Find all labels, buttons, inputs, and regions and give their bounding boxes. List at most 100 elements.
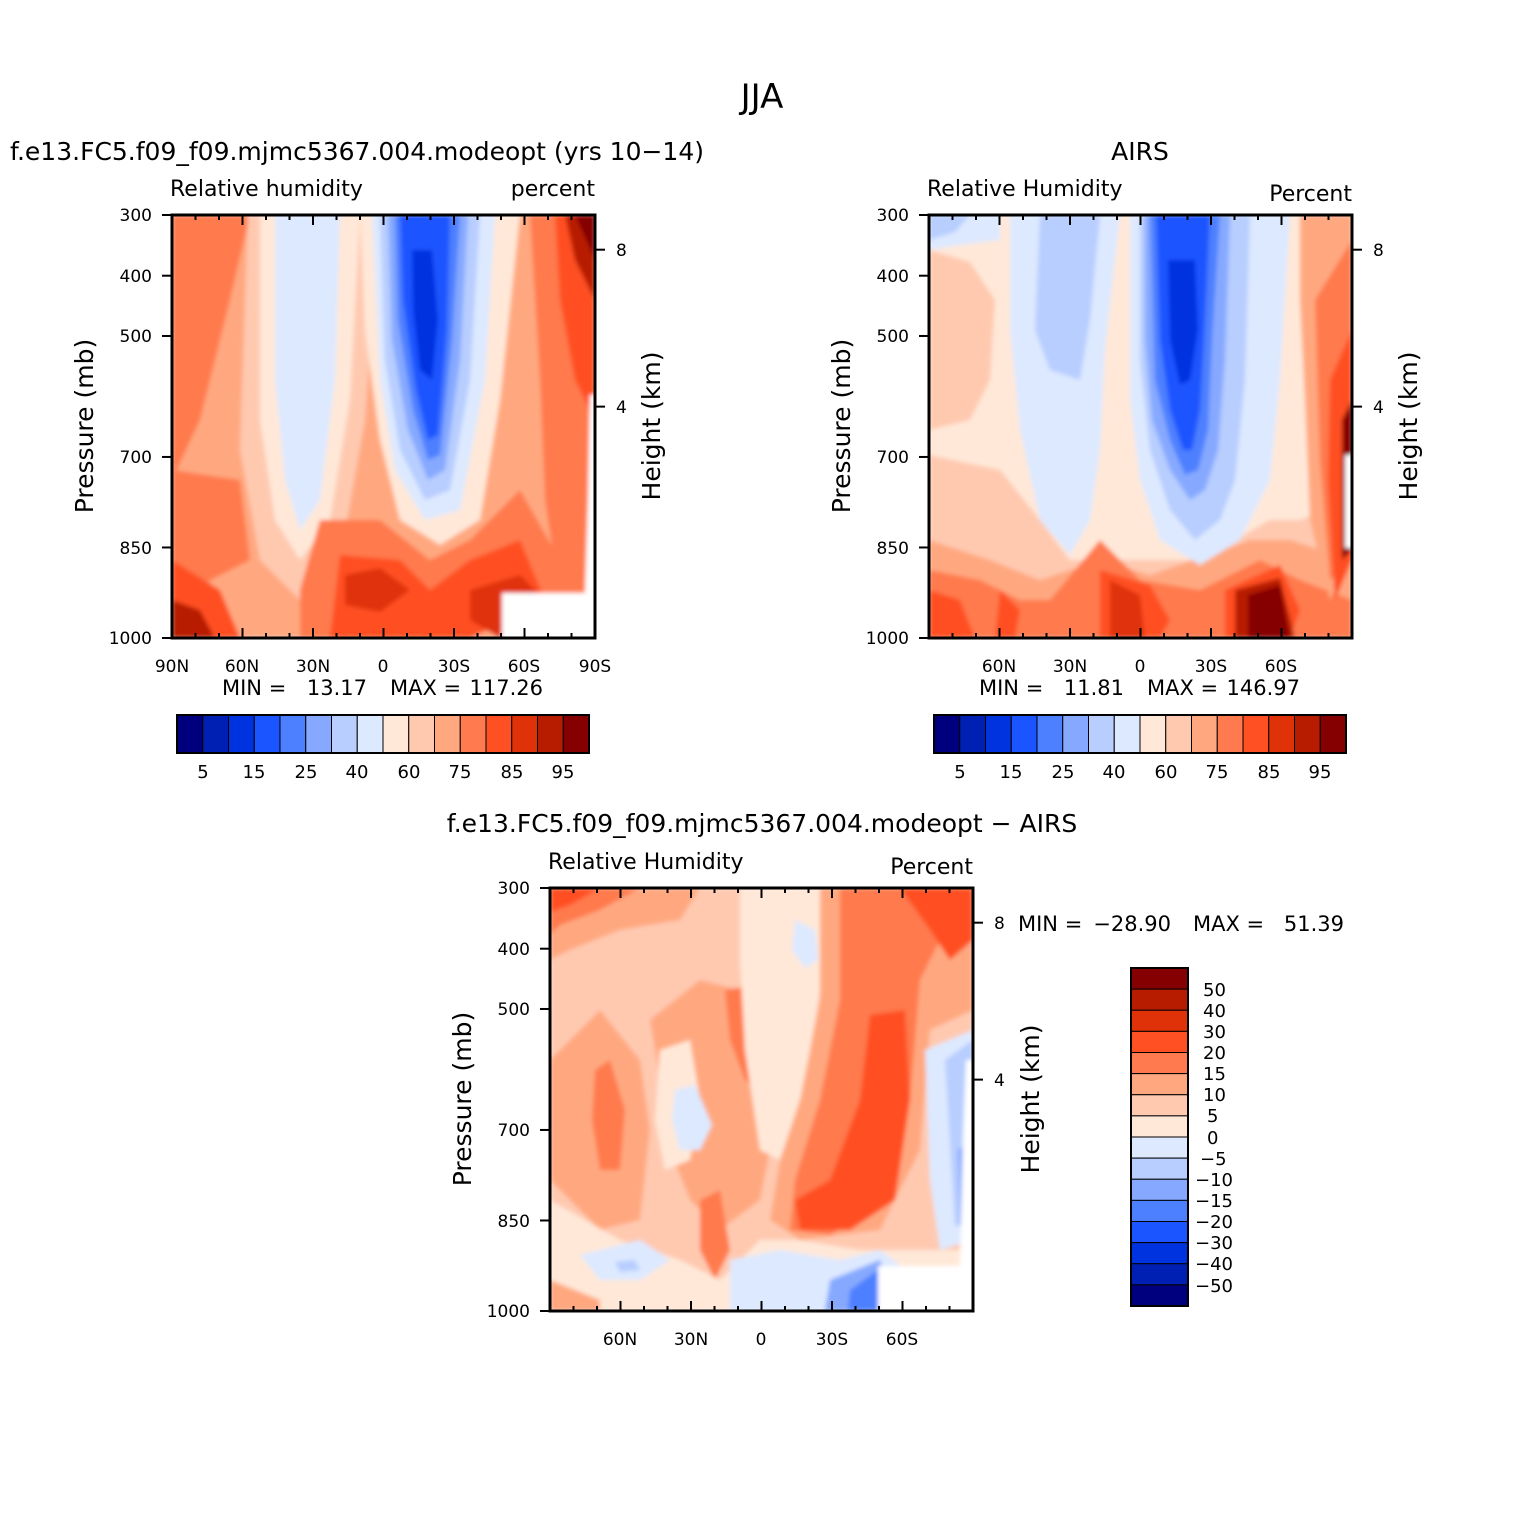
y-tick-label: 300	[877, 206, 909, 226]
panel-diff-y-ticks: 300 400 500 700 850 1000	[487, 879, 530, 1322]
panel-diff-title: f.e13.FC5.f09_f09.mjmc5367.004.modeopt −…	[447, 809, 1077, 838]
max-label: MAX =	[1147, 676, 1218, 700]
x-tick-label: 60N	[603, 1330, 637, 1350]
panel-airs-contours	[929, 215, 1352, 638]
panel-airs-y-ticks: 300 400 500 700 850 1000	[866, 206, 909, 649]
colorbar-swatch	[1113, 714, 1141, 754]
colorbar-label: 5	[197, 762, 208, 783]
y-tick-label: 850	[498, 1212, 530, 1232]
panel-diff: f.e13.FC5.f09_f09.mjmc5367.004.modeopt −…	[447, 809, 1344, 1350]
colorbar-label: 60	[1155, 762, 1178, 783]
colorbar-swatch	[1130, 1052, 1189, 1075]
panel-model-right-label: percent	[511, 177, 596, 202]
colorbar-label: 40	[346, 762, 369, 783]
colorbar-swatch	[1130, 1157, 1189, 1180]
colorbar-swatch	[1130, 967, 1189, 990]
x-tick-label: 90S	[579, 657, 611, 677]
colorbar-swatch	[1130, 1284, 1189, 1307]
panel-model-contours	[172, 215, 595, 638]
colorbar-swatch	[933, 714, 961, 754]
panel-model-left-label: Relative humidity	[170, 177, 363, 202]
y-tick-label: 700	[877, 448, 909, 468]
colorbar-frame	[176, 714, 590, 754]
panel-diff-contours	[550, 888, 973, 1311]
colorbar-swatch	[1130, 1221, 1189, 1244]
colorbar-swatch	[1130, 1136, 1189, 1159]
colorbar-swatch	[1130, 1009, 1189, 1032]
max-label: MAX =	[1193, 912, 1264, 936]
y-right-tick-label: 4	[1373, 398, 1384, 418]
y-tick-label: 500	[877, 327, 909, 347]
x-tick-label: 30S	[438, 657, 470, 677]
colorbar-swatch	[959, 714, 986, 754]
colorbar-swatch	[305, 714, 332, 754]
panel-model-ylabel: Pressure (mb)	[70, 339, 99, 513]
colorbar-swatch	[356, 714, 384, 754]
y-tick-label: 500	[120, 327, 152, 347]
colorbar-label: 0	[1207, 1128, 1218, 1149]
x-tick-label: 60S	[508, 657, 540, 677]
y-right-tick-label: 4	[616, 398, 627, 418]
colorbar-label: −15	[1195, 1191, 1233, 1212]
colorbar-label: 20	[1203, 1043, 1226, 1064]
panel-airs-ylabel-right: Height (km)	[1394, 352, 1423, 501]
panel-model-title: f.e13.FC5.f09_f09.mjmc5367.004.modeopt (…	[10, 137, 704, 166]
x-tick-label: 0	[1135, 657, 1146, 677]
colorbar-swatch	[434, 714, 461, 754]
x-tick-label: 60S	[886, 1330, 918, 1350]
colorbar-swatch	[253, 714, 281, 754]
y-tick-label: 700	[498, 1121, 530, 1141]
panel-diff-colorbar	[1130, 967, 1189, 1307]
colorbar-label: 85	[501, 762, 524, 783]
x-tick-label: 30N	[296, 657, 330, 677]
panel-airs-minmax: MIN = 11.81 MAX = 146.97	[979, 676, 1300, 700]
y-tick-label: 400	[120, 267, 152, 287]
colorbar-label: 40	[1203, 1001, 1226, 1022]
panel-airs-title: AIRS	[1111, 137, 1169, 166]
colorbar-label: −50	[1195, 1276, 1233, 1297]
colorbar-label: 50	[1203, 980, 1226, 1001]
colorbar-label: 60	[398, 762, 421, 783]
colorbar-swatch	[1130, 1030, 1189, 1053]
colorbar-label: 85	[1258, 762, 1281, 783]
colorbar-label: 25	[295, 762, 318, 783]
panel-diff-ylabel: Pressure (mb)	[448, 1012, 477, 1186]
colorbar-swatch	[331, 714, 358, 754]
colorbar-label: −10	[1195, 1170, 1233, 1191]
colorbar-label: 95	[552, 762, 575, 783]
colorbar-label: −40	[1195, 1254, 1233, 1275]
x-tick-label: 0	[756, 1330, 767, 1350]
panel-airs-colorbar-labels: 5 15 25 40 60 75 85 95	[954, 762, 1331, 783]
colorbar-swatch	[1165, 714, 1192, 754]
panel-airs-right-label: Percent	[1269, 182, 1352, 207]
panel-model: f.e13.FC5.f09_f09.mjmc5367.004.modeopt (…	[10, 137, 704, 783]
colorbar-label: 95	[1309, 762, 1332, 783]
colorbar-swatch	[1216, 714, 1244, 754]
colorbar-swatch	[1139, 714, 1167, 754]
y-tick-label: 400	[877, 267, 909, 287]
x-tick-label: 30S	[816, 1330, 848, 1350]
colorbar-swatch	[1130, 1242, 1189, 1265]
x-tick-label: 30N	[1053, 657, 1087, 677]
colorbar-swatch	[537, 714, 564, 754]
max-value: 117.26	[470, 676, 543, 700]
axis-ticks	[162, 214, 1362, 1312]
colorbar-swatch	[562, 714, 590, 754]
y-tick-label: 850	[877, 539, 909, 559]
panel-diff-minmax: MIN = −28.90 MAX = 51.39	[1018, 912, 1344, 936]
max-value: 51.39	[1284, 912, 1344, 936]
panel-diff-x-ticks: 60N 30N 0 30S 60S	[603, 1330, 918, 1350]
colorbar-swatch	[1294, 714, 1321, 754]
colorbar-swatch	[511, 714, 538, 754]
colorbar-swatch	[202, 714, 229, 754]
panel-model-ylabel-right: Height (km)	[637, 352, 666, 501]
x-tick-label: 30S	[1195, 657, 1227, 677]
y-tick-label: 300	[120, 206, 152, 226]
colorbar-label: 30	[1203, 1022, 1226, 1043]
colorbar-swatch	[1036, 714, 1064, 754]
panel-diff-right-label: Percent	[890, 855, 973, 880]
y-right-tick-label: 8	[616, 241, 627, 261]
colorbar-swatch	[228, 714, 255, 754]
colorbar-swatch	[1130, 1073, 1189, 1096]
colorbar-swatch	[279, 714, 307, 754]
